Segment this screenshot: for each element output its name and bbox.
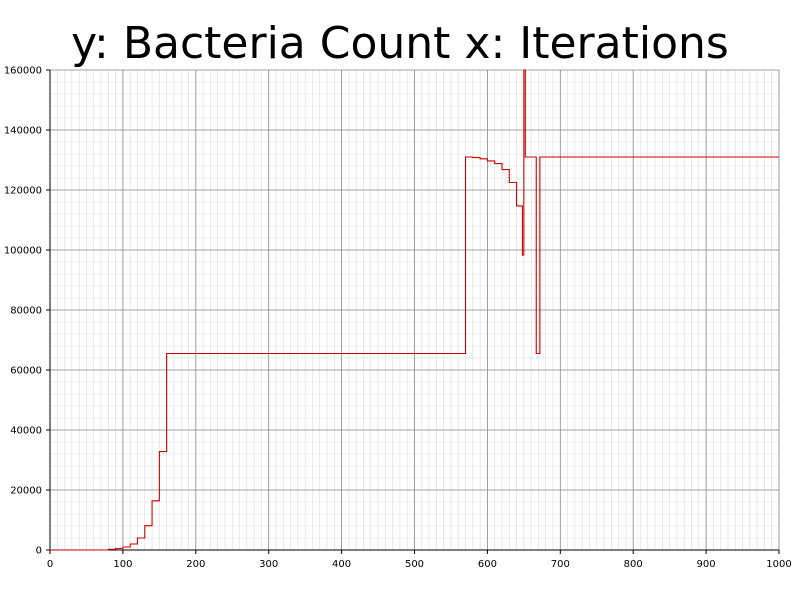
y-tick-label: 140000 [4,126,42,137]
y-tick-label: 0 [36,546,42,557]
x-tick-label: 900 [697,559,716,570]
y-tick-label: 80000 [10,306,42,317]
major-grid [49,69,780,551]
series-line [50,69,779,551]
y-tick-label: 120000 [4,186,42,197]
x-tick-label: 400 [332,559,351,570]
x-tick-label: 1000 [766,559,791,570]
x-tick-label: 600 [478,559,497,570]
y-tick-label: 160000 [4,66,42,77]
y-tick-label: 40000 [10,426,42,437]
y-tick-label: 20000 [10,486,42,497]
tick-labels: 0 100 200 300 400 500 600 700 800 900 1000 0 20000 40… [4,66,792,571]
x-tick-label: 100 [113,559,132,570]
x-tick-label: 0 [47,559,53,570]
x-tick-label: 200 [186,559,205,570]
x-tick-label: 300 [259,559,278,570]
y-tick-label: 100000 [4,246,42,257]
x-tick-label: 700 [551,559,570,570]
x-tick-label: 500 [405,559,424,570]
y-tick-label: 60000 [10,366,42,377]
x-tick-label: 800 [624,559,643,570]
series-layer [50,69,779,551]
axes [46,69,780,554]
chart-title: y: Bacteria Count x: Iterations [71,18,729,69]
